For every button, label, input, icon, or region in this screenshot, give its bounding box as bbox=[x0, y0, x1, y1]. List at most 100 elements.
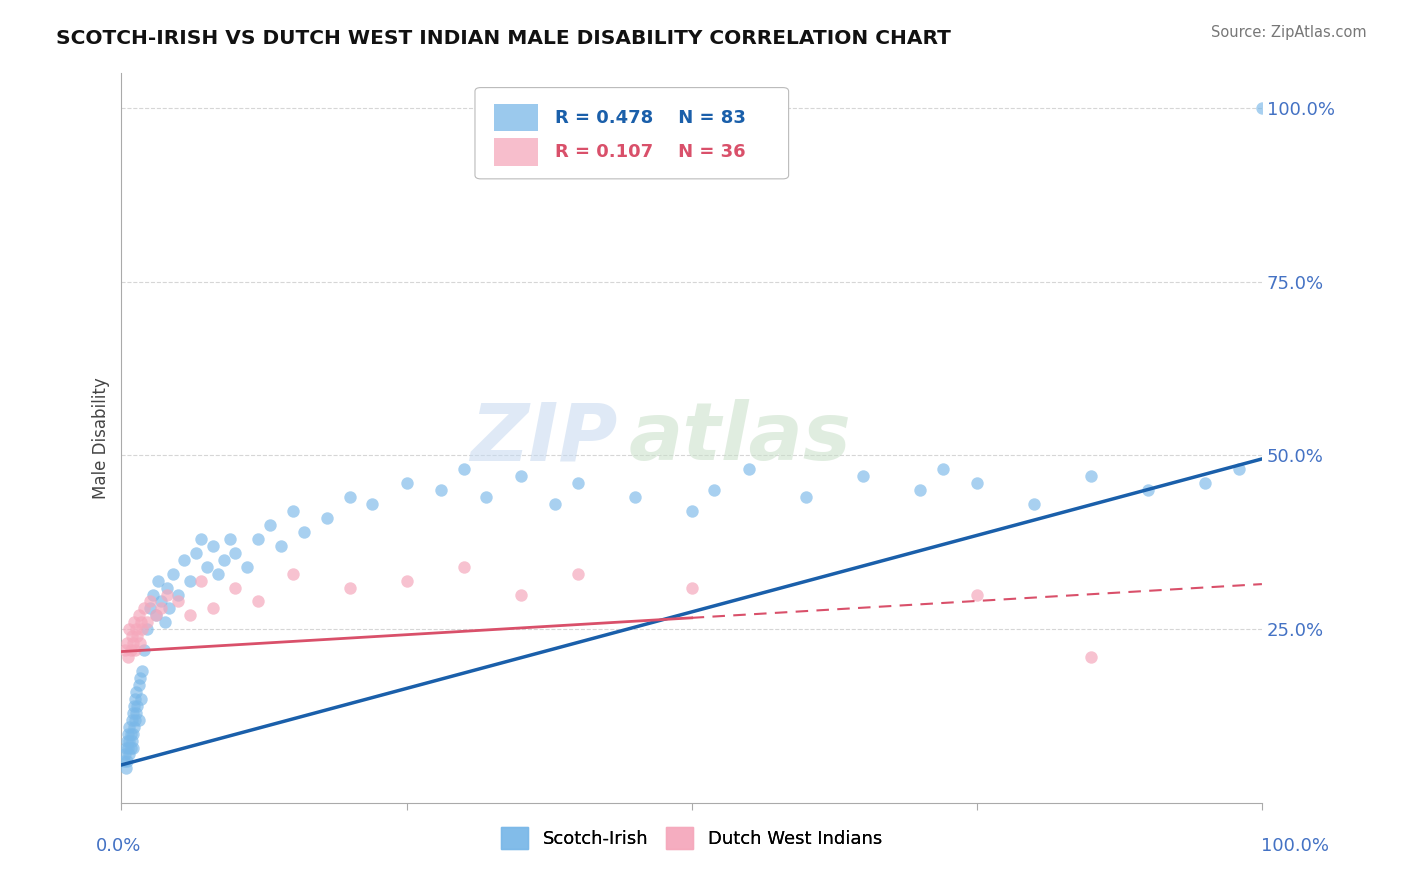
Point bbox=[966, 588, 988, 602]
Point bbox=[737, 462, 759, 476]
Point bbox=[179, 608, 201, 623]
Point bbox=[236, 559, 259, 574]
Point bbox=[190, 532, 212, 546]
Point bbox=[131, 622, 153, 636]
Point bbox=[1080, 650, 1102, 665]
Text: Source: ZipAtlas.com: Source: ZipAtlas.com bbox=[1211, 25, 1367, 40]
Point bbox=[121, 706, 143, 720]
Point bbox=[125, 622, 148, 636]
Point bbox=[117, 650, 139, 665]
Point bbox=[567, 566, 589, 581]
Point bbox=[361, 497, 384, 511]
Text: R = 0.478    N = 83: R = 0.478 N = 83 bbox=[555, 109, 745, 127]
Point bbox=[1080, 469, 1102, 483]
Point bbox=[315, 511, 337, 525]
Text: 0.0%: 0.0% bbox=[96, 837, 141, 855]
Point bbox=[115, 755, 138, 769]
Point bbox=[118, 747, 141, 762]
Point bbox=[134, 643, 156, 657]
Point bbox=[112, 755, 135, 769]
Text: SCOTCH-IRISH VS DUTCH WEST INDIAN MALE DISABILITY CORRELATION CHART: SCOTCH-IRISH VS DUTCH WEST INDIAN MALE D… bbox=[56, 29, 950, 47]
Point bbox=[114, 747, 136, 762]
Point bbox=[128, 678, 150, 692]
Point bbox=[115, 761, 138, 775]
Point bbox=[150, 601, 173, 615]
Point bbox=[120, 643, 142, 657]
Point bbox=[125, 685, 148, 699]
Point bbox=[121, 713, 143, 727]
Point bbox=[121, 740, 143, 755]
Point bbox=[118, 720, 141, 734]
Point bbox=[247, 532, 270, 546]
Point bbox=[128, 608, 150, 623]
Point bbox=[156, 588, 179, 602]
Point bbox=[794, 490, 817, 504]
Point bbox=[167, 588, 190, 602]
Point bbox=[218, 532, 240, 546]
Point bbox=[179, 574, 201, 588]
Point bbox=[281, 566, 304, 581]
Point bbox=[544, 497, 567, 511]
Point bbox=[135, 615, 157, 630]
FancyBboxPatch shape bbox=[475, 87, 789, 179]
Point bbox=[129, 615, 152, 630]
Point bbox=[121, 726, 143, 740]
Point bbox=[115, 733, 138, 747]
Point bbox=[1251, 101, 1274, 115]
Point bbox=[201, 539, 224, 553]
Point bbox=[145, 608, 167, 623]
Point bbox=[212, 553, 235, 567]
Point bbox=[120, 726, 142, 740]
Point bbox=[184, 546, 207, 560]
Point bbox=[167, 594, 190, 608]
Text: atlas: atlas bbox=[628, 399, 852, 477]
Point bbox=[1194, 476, 1216, 491]
Point bbox=[247, 594, 270, 608]
Point bbox=[121, 629, 143, 643]
Point bbox=[703, 483, 725, 498]
Point bbox=[475, 490, 498, 504]
Point bbox=[117, 740, 139, 755]
Point bbox=[128, 671, 150, 685]
Text: R = 0.107    N = 36: R = 0.107 N = 36 bbox=[555, 143, 745, 161]
Point bbox=[134, 601, 156, 615]
Point bbox=[201, 601, 224, 615]
Point bbox=[173, 553, 195, 567]
Point bbox=[395, 574, 418, 588]
Legend: Scotch-Irish, Dutch West Indians: Scotch-Irish, Dutch West Indians bbox=[494, 820, 890, 856]
Point bbox=[270, 539, 292, 553]
Point bbox=[429, 483, 451, 498]
Point bbox=[224, 581, 246, 595]
Point bbox=[908, 483, 931, 498]
FancyBboxPatch shape bbox=[495, 103, 537, 131]
Point bbox=[115, 740, 138, 755]
Point bbox=[681, 504, 703, 518]
Point bbox=[453, 559, 475, 574]
Point bbox=[131, 664, 153, 678]
Point bbox=[1136, 483, 1159, 498]
Point bbox=[146, 574, 169, 588]
Point bbox=[162, 566, 184, 581]
Point bbox=[114, 643, 136, 657]
Point bbox=[122, 615, 145, 630]
Point bbox=[139, 601, 162, 615]
Point bbox=[124, 643, 146, 657]
Point bbox=[121, 636, 143, 650]
Point bbox=[156, 581, 179, 595]
Point bbox=[120, 740, 142, 755]
Point bbox=[623, 490, 645, 504]
Point bbox=[142, 588, 165, 602]
Point bbox=[145, 608, 167, 623]
Point bbox=[395, 476, 418, 491]
Y-axis label: Male Disability: Male Disability bbox=[93, 377, 110, 499]
Point bbox=[127, 629, 149, 643]
FancyBboxPatch shape bbox=[495, 138, 537, 166]
Point bbox=[567, 476, 589, 491]
Point bbox=[122, 720, 145, 734]
Point bbox=[339, 490, 361, 504]
Point bbox=[157, 601, 180, 615]
Point bbox=[224, 546, 246, 560]
Point bbox=[125, 706, 148, 720]
Point bbox=[127, 698, 149, 713]
Point bbox=[190, 574, 212, 588]
